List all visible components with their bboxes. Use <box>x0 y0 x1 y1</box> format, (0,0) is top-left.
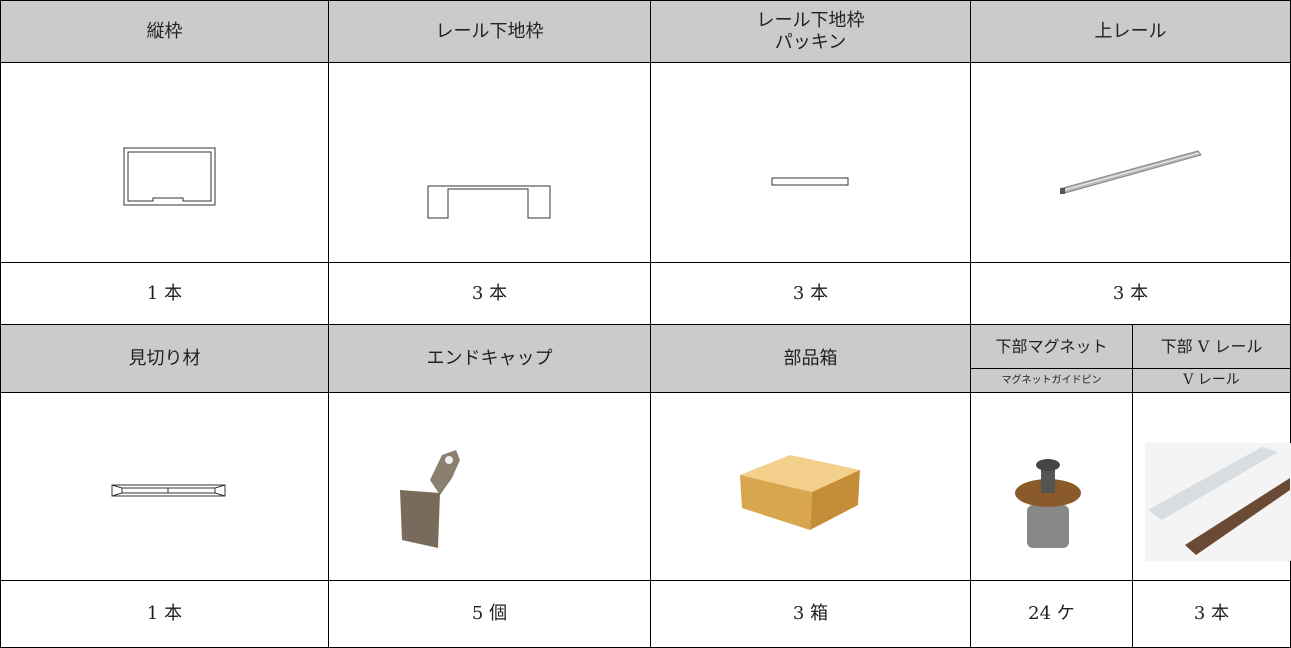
frame-inner <box>127 151 212 202</box>
sub-header-cell: V レール <box>1132 368 1291 393</box>
header-cell: 部品箱 <box>650 324 971 393</box>
magnet-pin <box>1015 459 1081 548</box>
frame-outline <box>123 147 216 206</box>
trim-piece <box>111 484 226 497</box>
header-cell: 縦枠 <box>0 0 329 63</box>
header-line: パッキン <box>774 31 847 53</box>
parts-box <box>740 455 860 530</box>
end-cap <box>400 450 460 548</box>
header-cell: 下部 V レール <box>1132 324 1291 369</box>
header-cell: 上レール <box>970 0 1291 63</box>
sub-header-cell: マグネットガイドピン <box>970 368 1133 393</box>
header-cell: レール下地枠 パッキン <box>650 0 971 63</box>
header-line: レール下地枠 <box>756 9 865 31</box>
packing <box>771 177 849 186</box>
upper-rail <box>1060 150 1202 194</box>
v-rail <box>1145 443 1291 561</box>
rail-base-frame <box>427 185 551 219</box>
header-cell: エンドキャップ <box>328 324 651 393</box>
